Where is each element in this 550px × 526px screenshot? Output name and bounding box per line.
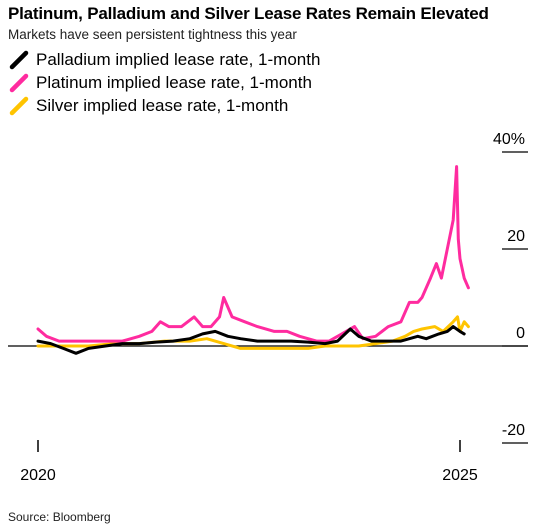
legend-item-platinum: Platinum implied lease rate, 1-month: [8, 71, 320, 94]
silver-swatch-icon: [9, 96, 29, 115]
y-tick-label: -20: [502, 422, 525, 439]
legend-label-platinum: Platinum implied lease rate, 1-month: [36, 72, 312, 92]
legend-item-silver: Silver implied lease rate, 1-month: [8, 94, 320, 117]
palladium-line: [36, 325, 466, 355]
silver-line: [36, 315, 470, 350]
platinum-swatch-icon: [9, 73, 29, 92]
y-tick-label: 0: [516, 325, 525, 342]
y-tick-label: 20: [507, 228, 525, 245]
y-tick-label: 40%: [493, 131, 525, 148]
x-tick-label: 2020: [20, 467, 56, 484]
legend-item-palladium: Palladium implied lease rate, 1-month: [8, 48, 320, 71]
chart-title: Platinum, Palladium and Silver Lease Rat…: [8, 4, 489, 23]
legend-label-palladium: Palladium implied lease rate, 1-month: [36, 49, 321, 69]
legend-label-silver: Silver implied lease rate, 1-month: [36, 95, 289, 115]
palladium-swatch-icon: [9, 50, 29, 69]
x-tick-label: 2025: [442, 467, 478, 484]
legend: Palladium implied lease rate, 1-month Pl…: [8, 48, 320, 117]
platinum-line: [36, 165, 470, 343]
source-note: Source: Bloomberg: [8, 510, 111, 524]
chart-subtitle: Markets have seen persistent tightness t…: [8, 27, 297, 42]
